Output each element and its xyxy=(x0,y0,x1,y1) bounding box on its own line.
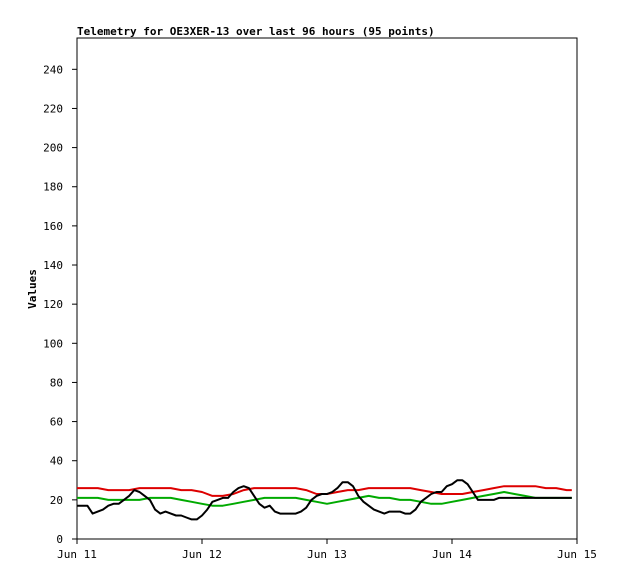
y-tick-label: 200 xyxy=(43,142,63,155)
x-tick-label: Jun 15 xyxy=(557,548,597,561)
x-tick-label: Jun 12 xyxy=(182,548,222,561)
series-layer xyxy=(77,479,572,521)
y-tick-label: 40 xyxy=(50,455,63,468)
y-tick-label: 120 xyxy=(43,298,63,311)
y-tick-label: 140 xyxy=(43,259,63,272)
y-tick-label: 240 xyxy=(43,63,63,76)
y-tick-label: 220 xyxy=(43,102,63,115)
chart-title: Telemetry for OE3XER-13 over last 96 hou… xyxy=(77,25,435,38)
y-tick-label: 80 xyxy=(50,376,63,389)
series-line-2 xyxy=(77,491,572,507)
y-tick-label: 60 xyxy=(50,416,63,429)
y-tick-label: 160 xyxy=(43,220,63,233)
x-tick-label: Jun 14 xyxy=(432,548,472,561)
plot-frame xyxy=(76,37,578,540)
y-tick-label: 20 xyxy=(50,494,63,507)
y-axis: 0 20 40 60 80 100 120 140 160 180 200 220 240 xyxy=(43,63,77,546)
y-tick-label: 100 xyxy=(43,337,63,350)
x-axis: Jun 11 Jun 12 Jun 13 Jun 14 Jun 15 xyxy=(57,539,597,561)
y-tick-label: 0 xyxy=(56,533,63,546)
x-tick-label: Jun 11 xyxy=(57,548,97,561)
x-tick-label: Jun 13 xyxy=(307,548,347,561)
y-axis-label: Values xyxy=(26,269,39,309)
series-line-0 xyxy=(77,479,572,521)
y-tick-label: 180 xyxy=(43,181,63,194)
